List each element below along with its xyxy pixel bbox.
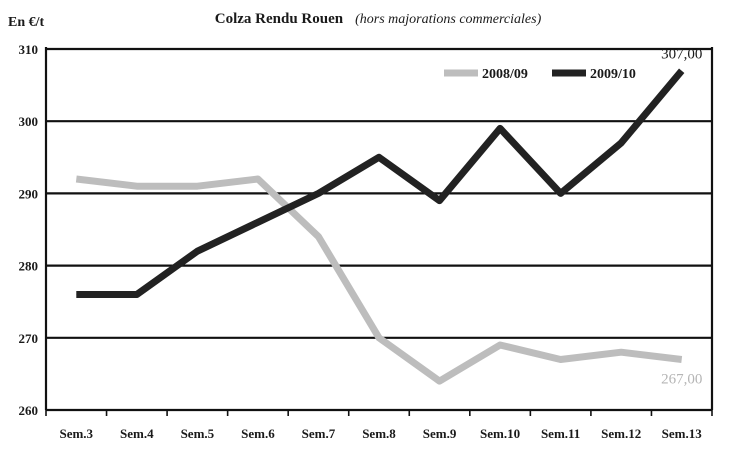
x-tick-label: Sem.8 xyxy=(362,426,396,441)
legend-label: 2009/10 xyxy=(590,67,636,82)
x-tick-label: Sem.12 xyxy=(601,426,641,441)
series-line-2009-10 xyxy=(76,68,685,298)
x-tick-label: Sem.6 xyxy=(241,426,275,441)
x-tick-label: Sem.11 xyxy=(541,426,580,441)
x-tick-label: Sem.9 xyxy=(423,426,457,441)
series-lines xyxy=(75,68,685,385)
y-axis-unit-label: En €/t xyxy=(8,15,45,30)
legend-label: 2008/09 xyxy=(482,67,528,82)
chart-title: Colza Rendu Rouen (hors majorations comm… xyxy=(215,10,542,27)
legend: 2008/09 2009/10 xyxy=(444,67,636,82)
grid-lines xyxy=(44,47,714,416)
y-tick-label: 290 xyxy=(19,186,39,201)
y-axis-ticks: 260 270 280 290 300 310 xyxy=(19,42,39,418)
x-tick-label: Sem.13 xyxy=(662,426,703,441)
y-tick-label: 310 xyxy=(19,42,39,57)
y-tick-label: 280 xyxy=(19,259,39,274)
end-value-label: 307,00 xyxy=(661,47,702,63)
chart-title-main: Colza Rendu Rouen xyxy=(215,11,344,27)
end-value-labels: 267,00 307,00 xyxy=(661,47,702,388)
x-tick-label: Sem.5 xyxy=(181,426,215,441)
y-tick-label: 300 xyxy=(19,114,39,129)
x-tick-label: Sem.10 xyxy=(480,426,520,441)
series-line-2008-09 xyxy=(75,175,683,385)
x-axis-ticks: Sem.3 Sem.4 Sem.5 Sem.6 Sem.7 Sem.8 Sem.9 Sem.1… xyxy=(59,426,702,441)
y-tick-label: 260 xyxy=(19,403,39,418)
x-tick-label: Sem.7 xyxy=(302,426,336,441)
y-tick-label: 270 xyxy=(19,331,39,346)
end-value-label: 267,00 xyxy=(661,371,702,387)
chart-title-subtitle: (hors majorations commerciales) xyxy=(355,12,541,27)
x-tick-label: Sem.3 xyxy=(59,426,93,441)
x-tick-label: Sem.4 xyxy=(120,426,154,441)
